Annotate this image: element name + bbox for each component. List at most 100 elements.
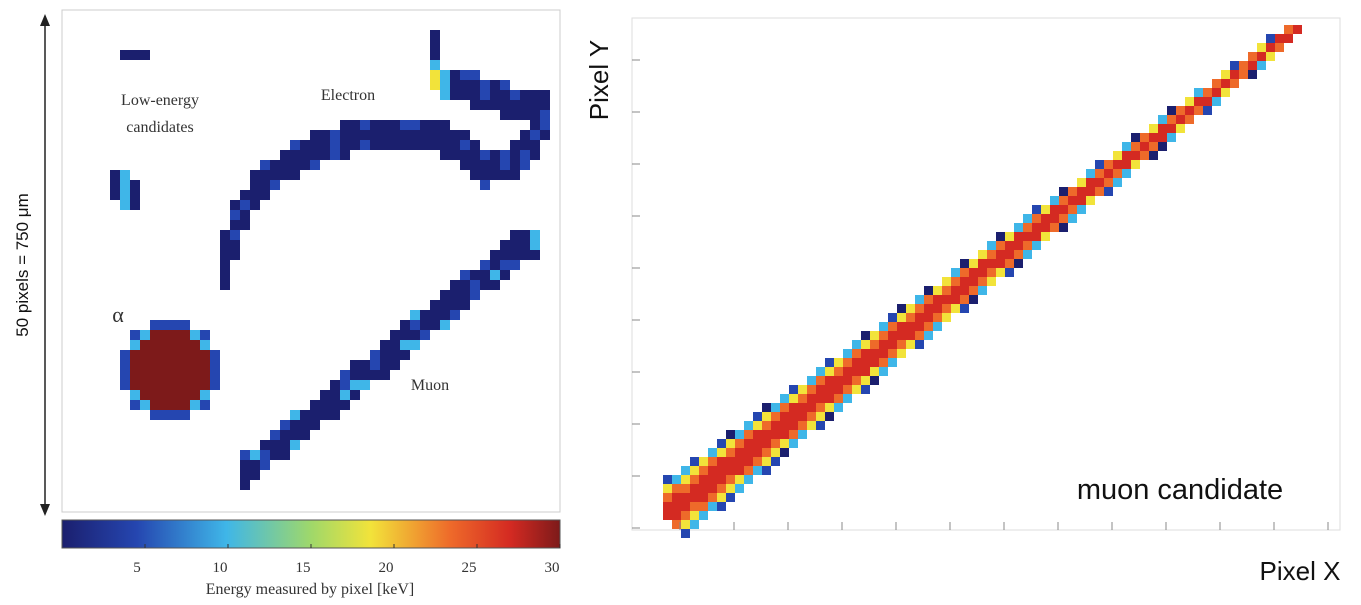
pixel bbox=[120, 180, 130, 190]
pixel bbox=[726, 430, 735, 439]
pixel bbox=[210, 360, 220, 370]
pixel bbox=[1203, 88, 1212, 97]
pixel bbox=[1005, 250, 1014, 259]
pixel bbox=[897, 304, 906, 313]
pixel bbox=[510, 100, 520, 110]
pixel bbox=[852, 349, 861, 358]
pixel bbox=[310, 410, 320, 420]
pixel bbox=[150, 330, 160, 340]
pixel bbox=[140, 350, 150, 360]
pixel bbox=[735, 466, 744, 475]
pixel bbox=[160, 400, 170, 410]
pixel bbox=[480, 160, 490, 170]
low-energy-label: Low-energy bbox=[121, 92, 199, 109]
pixel bbox=[190, 370, 200, 380]
pixel bbox=[861, 349, 870, 358]
pixel bbox=[681, 502, 690, 511]
pixel bbox=[370, 140, 380, 150]
pixel bbox=[510, 110, 520, 120]
colorbar-tick-label: 25 bbox=[462, 560, 477, 576]
pixel bbox=[150, 380, 160, 390]
pixel bbox=[1212, 97, 1221, 106]
pixel bbox=[852, 367, 861, 376]
pixel bbox=[1185, 97, 1194, 106]
pixel bbox=[1149, 133, 1158, 142]
pixel bbox=[280, 440, 290, 450]
pixel bbox=[834, 394, 843, 403]
pixel bbox=[260, 450, 270, 460]
pixel bbox=[170, 350, 180, 360]
pixel bbox=[1185, 106, 1194, 115]
pixel bbox=[1266, 34, 1275, 43]
pixel bbox=[470, 150, 480, 160]
pixel bbox=[130, 190, 140, 200]
pixel bbox=[130, 370, 140, 380]
pixel bbox=[942, 313, 951, 322]
pixel bbox=[717, 439, 726, 448]
pixel bbox=[888, 313, 897, 322]
pixel bbox=[924, 322, 933, 331]
pixel bbox=[861, 331, 870, 340]
pixel bbox=[753, 448, 762, 457]
pixel bbox=[870, 331, 879, 340]
pixel bbox=[300, 150, 310, 160]
pixel bbox=[300, 140, 310, 150]
pixel bbox=[160, 350, 170, 360]
pixel bbox=[540, 100, 550, 110]
pixel bbox=[789, 430, 798, 439]
pixel bbox=[290, 140, 300, 150]
pixel bbox=[942, 286, 951, 295]
pixel bbox=[744, 430, 753, 439]
pixel bbox=[1032, 205, 1041, 214]
pixel bbox=[420, 120, 430, 130]
pixel bbox=[470, 160, 480, 170]
pixel bbox=[240, 220, 250, 230]
pixel bbox=[120, 370, 130, 380]
pixel bbox=[340, 140, 350, 150]
pixel bbox=[490, 270, 500, 280]
pixel bbox=[789, 439, 798, 448]
pixel bbox=[906, 331, 915, 340]
pixel bbox=[744, 421, 753, 430]
pixel bbox=[780, 412, 789, 421]
pixel bbox=[160, 340, 170, 350]
pixel bbox=[1293, 25, 1302, 34]
pixel bbox=[400, 330, 410, 340]
colorbar-ticks: 5 10 15 20 25 30 bbox=[133, 544, 560, 576]
pixel bbox=[1095, 187, 1104, 196]
colorbar-tick-label: 30 bbox=[545, 560, 560, 576]
pixel bbox=[440, 320, 450, 330]
pixel bbox=[906, 340, 915, 349]
pixel bbox=[663, 475, 672, 484]
pixel bbox=[190, 390, 200, 400]
pixel bbox=[510, 240, 520, 250]
pixel bbox=[1194, 106, 1203, 115]
pixel bbox=[915, 331, 924, 340]
pixel bbox=[1086, 169, 1095, 178]
annotation: muon candidate bbox=[1077, 474, 1283, 506]
pixel bbox=[130, 360, 140, 370]
pixel bbox=[1086, 178, 1095, 187]
pixel bbox=[681, 484, 690, 493]
pixel bbox=[180, 320, 190, 330]
pixel bbox=[726, 439, 735, 448]
pixel bbox=[440, 150, 450, 160]
pixel bbox=[530, 90, 540, 100]
pixel bbox=[879, 331, 888, 340]
pixel bbox=[1266, 52, 1275, 61]
pixel bbox=[1221, 88, 1230, 97]
pixel bbox=[1149, 151, 1158, 160]
pixel bbox=[816, 385, 825, 394]
pixel bbox=[450, 90, 460, 100]
pixel bbox=[350, 370, 360, 380]
pixel bbox=[942, 304, 951, 313]
pixel bbox=[1212, 79, 1221, 88]
pixel bbox=[816, 421, 825, 430]
pixel bbox=[1131, 160, 1140, 169]
y-axis-label: Pixel Y bbox=[584, 40, 614, 120]
pixel bbox=[120, 200, 130, 210]
pixel bbox=[180, 380, 190, 390]
pixel bbox=[933, 295, 942, 304]
pixel bbox=[210, 380, 220, 390]
pixel bbox=[410, 330, 420, 340]
